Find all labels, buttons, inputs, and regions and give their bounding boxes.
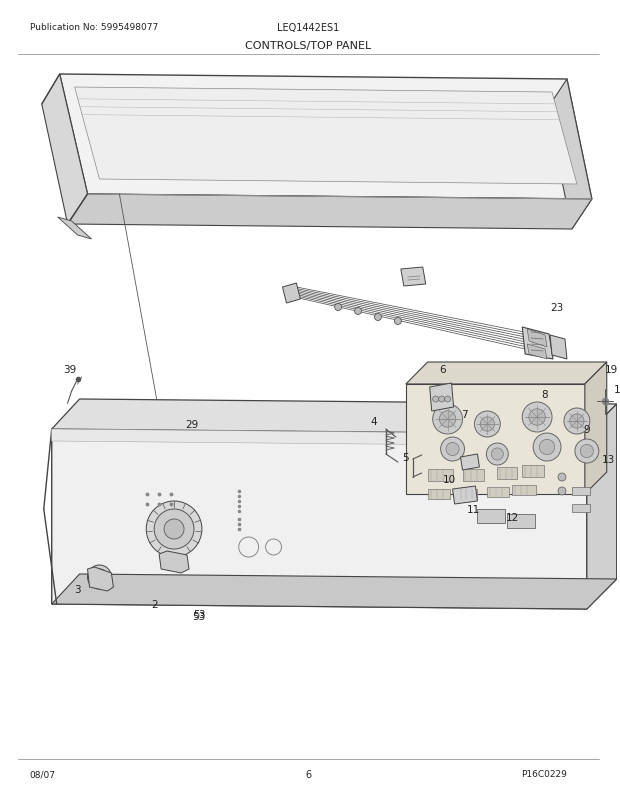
Circle shape	[539, 439, 555, 455]
Circle shape	[164, 520, 184, 539]
Bar	[487, 488, 509, 497]
Circle shape	[374, 314, 381, 321]
Polygon shape	[587, 404, 617, 610]
Bar	[463, 469, 484, 481]
Text: 13: 13	[602, 455, 616, 464]
Bar	[477, 509, 505, 524]
Circle shape	[87, 565, 112, 589]
Circle shape	[533, 433, 561, 461]
Bar	[497, 468, 517, 480]
Text: P16C0229: P16C0229	[521, 770, 567, 779]
Polygon shape	[401, 268, 426, 286]
Polygon shape	[527, 330, 547, 347]
Polygon shape	[430, 383, 454, 411]
Text: 6: 6	[305, 769, 311, 779]
Polygon shape	[74, 88, 577, 184]
Polygon shape	[550, 335, 567, 359]
Text: 11: 11	[467, 504, 480, 514]
Circle shape	[491, 448, 503, 460]
Circle shape	[355, 308, 361, 315]
Circle shape	[474, 411, 500, 437]
Bar	[512, 485, 536, 496]
Text: CONTROLS/TOP PANEL: CONTROLS/TOP PANEL	[246, 41, 371, 51]
Polygon shape	[60, 75, 592, 200]
Circle shape	[486, 444, 508, 465]
Text: 53: 53	[193, 610, 205, 619]
Polygon shape	[68, 195, 592, 229]
Polygon shape	[159, 551, 189, 573]
Circle shape	[564, 408, 590, 435]
Text: 1: 1	[613, 384, 620, 395]
Text: 19: 19	[605, 365, 618, 375]
Text: 8: 8	[541, 390, 547, 399]
Circle shape	[440, 411, 456, 427]
Polygon shape	[547, 80, 592, 229]
Circle shape	[433, 404, 463, 435]
Circle shape	[335, 304, 342, 311]
Circle shape	[522, 403, 552, 432]
Text: 7: 7	[461, 410, 468, 419]
Polygon shape	[51, 429, 587, 447]
Circle shape	[433, 396, 438, 403]
Polygon shape	[42, 75, 87, 225]
Circle shape	[445, 396, 451, 403]
Polygon shape	[522, 327, 553, 359]
Bar	[572, 504, 590, 512]
Polygon shape	[527, 345, 547, 359]
Text: 2: 2	[151, 599, 157, 610]
Text: Publication No: 5995498077: Publication No: 5995498077	[30, 23, 158, 32]
Polygon shape	[51, 399, 617, 435]
Polygon shape	[283, 284, 300, 304]
Circle shape	[529, 409, 546, 426]
Text: 08/07: 08/07	[30, 770, 56, 779]
Circle shape	[558, 473, 566, 481]
Polygon shape	[406, 384, 585, 494]
Bar	[428, 489, 450, 500]
Polygon shape	[58, 217, 92, 240]
Bar	[572, 488, 590, 496]
Circle shape	[441, 437, 464, 461]
Bar	[458, 489, 477, 500]
Circle shape	[438, 396, 445, 403]
Circle shape	[480, 417, 495, 431]
Circle shape	[394, 318, 401, 325]
Bar	[522, 465, 544, 477]
Polygon shape	[406, 363, 607, 384]
Polygon shape	[51, 574, 617, 610]
Text: 29: 29	[185, 419, 198, 429]
Bar	[507, 514, 535, 529]
Text: 39: 39	[63, 365, 76, 375]
Text: 10: 10	[443, 475, 456, 484]
Text: LEQ1442ES1: LEQ1442ES1	[277, 23, 340, 33]
Text: 12: 12	[506, 512, 519, 522]
Circle shape	[146, 501, 202, 557]
Text: 53: 53	[192, 611, 206, 622]
Circle shape	[92, 569, 107, 585]
Text: 4: 4	[371, 416, 378, 427]
Circle shape	[570, 415, 584, 428]
Circle shape	[154, 509, 194, 549]
Text: 9: 9	[583, 424, 590, 435]
Circle shape	[580, 445, 593, 458]
Bar	[428, 469, 453, 481]
Circle shape	[446, 443, 459, 456]
Text: 6: 6	[440, 365, 446, 375]
Polygon shape	[461, 455, 479, 471]
Polygon shape	[87, 567, 113, 591]
Circle shape	[558, 488, 566, 496]
Polygon shape	[51, 429, 587, 610]
Polygon shape	[453, 486, 477, 504]
Polygon shape	[585, 363, 607, 494]
Text: 5: 5	[402, 452, 409, 463]
Circle shape	[575, 439, 599, 464]
Text: eReplacementParts.com: eReplacementParts.com	[198, 400, 418, 419]
Text: 23: 23	[551, 302, 564, 313]
Text: 3: 3	[74, 585, 81, 594]
